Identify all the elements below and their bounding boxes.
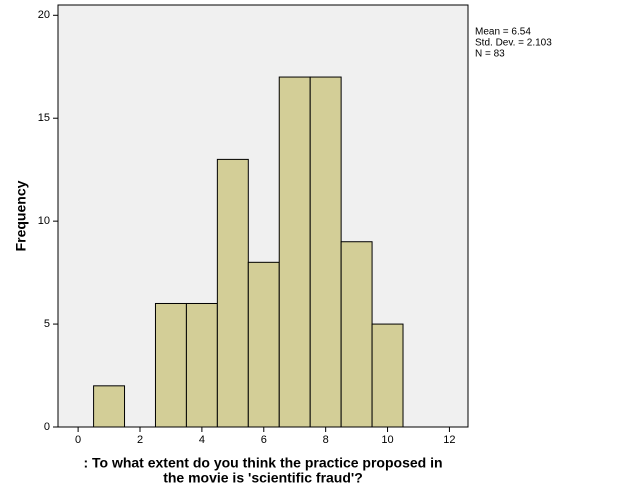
x-tick-label: 6 (261, 434, 267, 446)
bar (278, 76, 311, 428)
x-tick-label: 2 (137, 434, 143, 446)
bar (154, 302, 187, 428)
bar (93, 385, 126, 428)
x-tick-label: 10 (381, 434, 393, 446)
x-axis-title: the movie is 'scientific fraud'? (163, 470, 363, 486)
y-tick-label: 5 (44, 318, 50, 330)
y-tick-label: 20 (38, 9, 50, 21)
bar (309, 76, 342, 428)
x-tick-label: 8 (323, 434, 329, 446)
x-tick-label: 4 (199, 434, 205, 446)
x-tick-label: 12 (443, 434, 455, 446)
y-tick-label: 10 (38, 215, 50, 227)
bar (340, 241, 373, 428)
bar (371, 323, 404, 428)
y-tick-label: 15 (38, 112, 50, 124)
y-tick-label: 0 (44, 421, 50, 433)
bar (185, 302, 218, 428)
stat-annotation: Std. Dev. = 2.103 (475, 38, 552, 49)
stat-annotation: Mean = 6.54 (475, 27, 531, 38)
stat-annotation: N = 83 (475, 49, 505, 60)
x-axis-title: : To what extent do you think the practi… (83, 455, 442, 471)
x-tick-label: 0 (75, 434, 81, 446)
y-axis-title: Frequency (13, 180, 29, 251)
bar (216, 158, 249, 428)
bar (247, 261, 280, 428)
